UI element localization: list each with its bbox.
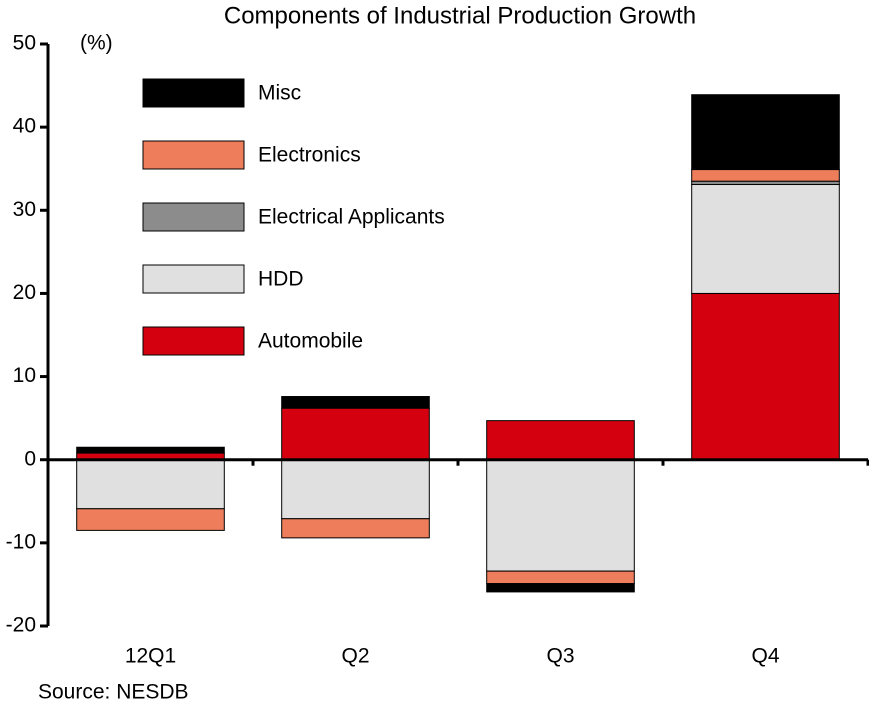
y-tick-label: 20 [13,281,36,304]
bar-segment [486,459,635,572]
bar-segment [486,570,635,585]
bar-segment [486,420,635,461]
y-tick-label: 30 [13,198,36,221]
x-tick-label: Q4 [751,645,779,668]
bar-segment [486,583,635,593]
chart-title: Components of Industrial Production Grow… [224,2,696,29]
bar-segment [281,396,430,409]
bar-segment [281,407,430,461]
y-tick-label: 10 [13,364,36,387]
bar-segment [691,184,840,294]
legend-swatch [142,326,245,356]
x-tick-label: 12Q1 [125,645,176,668]
legend-label: Electronics [258,144,361,167]
bar-segment [691,94,840,171]
x-tick-label: Q3 [546,645,574,668]
legend-label: HDD [258,268,304,291]
legend-label: Electrical Applicants [258,206,445,229]
bar-segment [691,169,840,182]
source: Source: NESDB [38,681,189,704]
bar-segment [691,292,840,461]
y-axis-label: (%) [80,32,113,55]
legend-swatch [142,264,245,294]
legend-swatch [142,140,245,170]
legend-swatch [142,78,245,108]
legend-label: Automobile [258,330,363,353]
y-tick-label: 0 [24,447,36,470]
legend-swatch [142,202,245,232]
bar-segment [76,446,225,454]
y-tick-label: 40 [13,115,36,138]
bar-segment [281,518,430,539]
y-tick-label: -10 [6,530,36,553]
legend-label: Misc [258,82,301,105]
y-tick-label: 50 [13,32,36,55]
bar-segment [76,508,225,531]
bar-segment [76,459,225,510]
x-tick-label: Q2 [341,645,369,668]
bar-segment [281,459,430,520]
y-tick-label: -20 [6,614,36,637]
